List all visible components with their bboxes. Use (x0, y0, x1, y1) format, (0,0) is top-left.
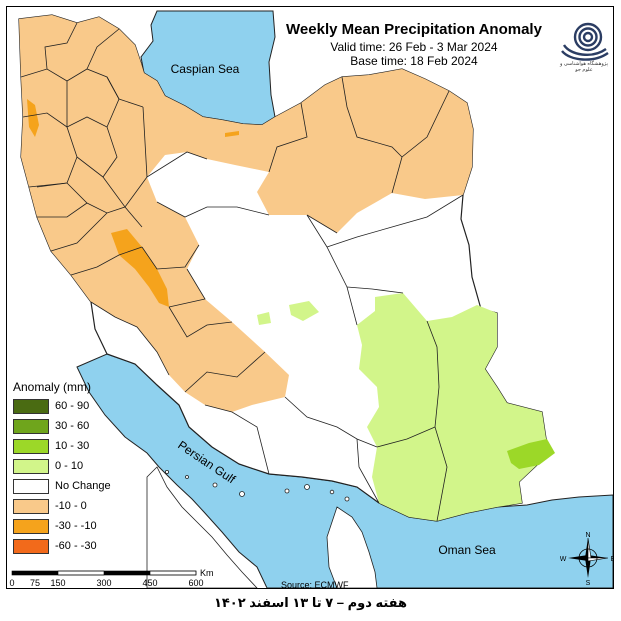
legend-items: 60 - 90 30 - 60 10 - 30 0 - 10 No Change -10 … (13, 397, 123, 557)
oman-sea-label: Oman Sea (438, 543, 496, 557)
map-title: Weekly Mean Precipitation Anomaly (286, 21, 542, 38)
legend-label: No Change (55, 480, 111, 492)
legend-label: 60 - 90 (55, 400, 90, 412)
institute-logo-text: پژوهشگاه هواشناسی و علوم جو (560, 61, 608, 73)
legend-swatch (13, 459, 49, 474)
compass-w: W (560, 556, 567, 563)
legend-item: -10 - 0 (13, 497, 123, 517)
caspian-sea-label: Caspian Sea (171, 62, 240, 76)
persian-week-caption: هفته دوم – ۷ تا ۱۳ اسفند ۱۴۰۲ (213, 595, 408, 610)
legend: Anomaly (mm) 60 - 90 30 - 60 10 - 30 0 - 10… (13, 380, 123, 557)
institute-logo-icon (561, 22, 609, 61)
iran-precipitation-map: Caspian Sea Persian Gulf Oman Sea (18, 10, 613, 588)
scale-tick-label: 75 (30, 578, 40, 588)
scale-unit: Km (200, 569, 214, 578)
legend-label: 30 - 60 (55, 420, 90, 432)
legend-swatch (13, 479, 49, 494)
source-label: Source: ECMWF (281, 580, 349, 589)
scale-tick-label: 450 (142, 578, 157, 588)
legend-label: -60 - -30 (55, 540, 97, 552)
anomaly-positive-small-b (257, 312, 271, 325)
anomaly-strong-negative-zagros (111, 229, 169, 307)
compass-s: S (586, 580, 591, 586)
legend-swatch (13, 439, 49, 454)
anomaly-negative-northwest (19, 15, 473, 412)
legend-swatch (13, 519, 49, 534)
scale-tick-label: 150 (50, 578, 65, 588)
province-boundaries (20, 22, 464, 522)
scale-tick-label: 600 (188, 578, 203, 588)
legend-item: 60 - 90 (13, 397, 123, 417)
legend-swatch (13, 539, 49, 554)
legend-item: No Change (13, 477, 123, 497)
anomaly-strong-negative-north (225, 131, 239, 137)
legend-label: -30 - -10 (55, 520, 97, 532)
base-time: Base time: 18 Feb 2024 (350, 54, 478, 68)
anomaly-positive-small-a (289, 301, 319, 321)
scale-tick-label: 300 (96, 578, 111, 588)
legend-title: Anomaly (mm) (13, 380, 92, 394)
legend-item: 10 - 30 (13, 437, 123, 457)
legend-swatch (13, 399, 49, 414)
legend-item: 30 - 60 (13, 417, 123, 437)
scale-bar: 0 75 150 300 450 600 Km (9, 569, 214, 588)
legend-swatch (13, 419, 49, 434)
anomaly-positive-10-30 (507, 439, 555, 469)
legend-swatch (13, 499, 49, 514)
oman-coast (326, 506, 378, 588)
legend-label: 10 - 30 (55, 440, 90, 452)
anomaly-strong-negative-west (27, 99, 39, 137)
legend-item: -60 - -30 (13, 537, 123, 557)
compass-n: N (585, 532, 590, 539)
legend-item: -30 - -10 (13, 517, 123, 537)
legend-label: 0 - 10 (55, 460, 84, 472)
north-arrow-compass-icon: N S E W (560, 532, 614, 586)
arabian-coast (146, 466, 258, 588)
map-frame: Caspian Sea Persian Gulf Oman Sea Weekly… (6, 6, 614, 589)
scale-tick-label: 0 (9, 578, 14, 588)
compass-e: E (611, 556, 614, 563)
gulf-islands (164, 469, 350, 502)
legend-label: -10 - 0 (55, 500, 87, 512)
legend-item: 0 - 10 (13, 457, 123, 477)
valid-time: Valid time: 26 Feb - 3 Mar 2024 (330, 40, 498, 54)
anomaly-positive-southeast (357, 293, 547, 521)
